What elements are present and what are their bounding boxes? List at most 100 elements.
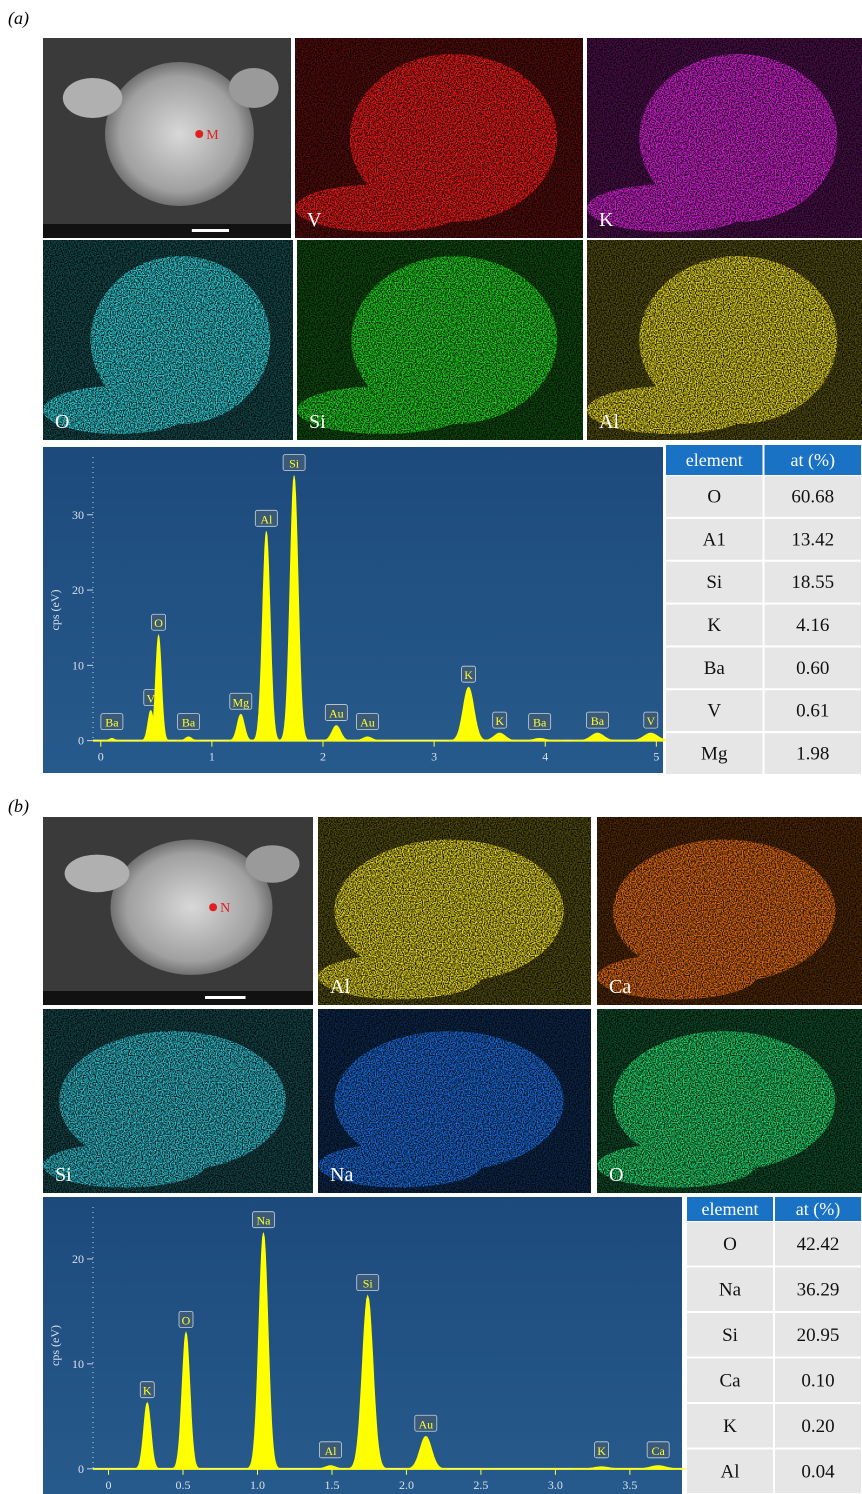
peak-label: Ba: [182, 716, 196, 730]
map-label: Al: [599, 411, 619, 433]
y-tick-label: 30: [72, 508, 84, 522]
table-cell-text: 4.16: [796, 615, 829, 636]
x-tick-label: 3.0: [548, 1478, 563, 1492]
element-map: [318, 817, 591, 1005]
map-label: O: [609, 1164, 623, 1186]
x-tick-label: 2.0: [399, 1478, 414, 1492]
map-label: Ca: [609, 976, 631, 998]
x-tick-label: 3.5: [622, 1478, 637, 1492]
map-blob: [357, 854, 540, 968]
table-cell-text: Si: [722, 1325, 738, 1346]
table-cell-text: 13.42: [791, 529, 834, 550]
sem-particle: [246, 845, 300, 883]
map-blob: [635, 1045, 813, 1157]
peak-label: Ba: [591, 714, 605, 728]
y-tick-label: 0: [78, 1462, 84, 1476]
table-cell-text: Ca: [719, 1370, 741, 1391]
element-map: [297, 240, 583, 440]
map-blob: [659, 71, 817, 205]
element-map: [597, 817, 862, 1005]
x-tick-label: 5: [653, 750, 659, 764]
map-label: Al: [330, 976, 350, 998]
element-map: [318, 1009, 591, 1193]
peak-label: Ca: [651, 1444, 665, 1458]
table-cell-text: V: [707, 701, 721, 722]
table-header: at (%): [796, 1199, 840, 1220]
map-blob: [635, 854, 813, 968]
y-tick-label: 20: [72, 583, 84, 597]
element-map: [295, 38, 583, 238]
scale-bar: [192, 229, 229, 232]
table-header: element: [702, 1199, 759, 1219]
table-cell-text: K: [707, 615, 721, 636]
peak-label: V: [646, 714, 655, 728]
table-header: at (%): [791, 450, 835, 471]
x-tick-label: 1.0: [250, 1478, 265, 1492]
table-cell-text: 18.55: [791, 572, 834, 593]
table-cell-text: O: [723, 1234, 737, 1255]
figure: (a)MVKOSiAl0102030cps (eV)012345BaVOBaMg…: [0, 0, 862, 1494]
y-tick-label: 20: [72, 1252, 84, 1266]
peak-label: Si: [289, 457, 300, 471]
panel-label: (a): [8, 8, 29, 29]
table-cell-text: O: [707, 486, 721, 507]
point-label: M: [206, 128, 219, 143]
element-map: [597, 1009, 862, 1193]
table-cell-text: 0.10: [801, 1370, 834, 1391]
element-map: [587, 38, 862, 238]
x-tick-label: 1.5: [324, 1478, 339, 1492]
peak-label: K: [495, 714, 504, 728]
table-cell-text: 42.42: [797, 1234, 840, 1255]
analysis-point: [209, 903, 217, 911]
x-tick-label: 0.5: [176, 1478, 191, 1492]
sem-particle: [63, 78, 123, 118]
y-tick-label: 10: [72, 658, 84, 672]
peak-label: Ba: [105, 716, 119, 730]
map-blob: [109, 273, 253, 407]
table-cell-text: Al: [721, 1461, 740, 1482]
peak-label: Au: [329, 707, 344, 721]
element-map: [43, 1009, 313, 1193]
peak-label: Al: [260, 512, 273, 526]
sem-info-bar: [43, 991, 313, 1005]
peak-label: K: [464, 668, 473, 682]
map-blob: [372, 273, 537, 407]
panel-label: (b): [8, 796, 29, 817]
point-label: N: [220, 901, 230, 916]
peak-label: Al: [324, 1444, 337, 1458]
peak-label: Au: [418, 1417, 433, 1431]
x-tick-label: 2: [320, 750, 326, 764]
x-tick-label: 1: [209, 750, 215, 764]
peak-label: O: [154, 616, 163, 630]
element-map: [43, 240, 293, 440]
peak-label: Na: [256, 1214, 271, 1228]
peak-label: Mg: [232, 695, 249, 709]
peak-label: Si: [363, 1277, 374, 1291]
peak-label: Au: [360, 716, 375, 730]
table-cell-text: A1: [703, 529, 726, 550]
table-cell-text: 36.29: [797, 1279, 840, 1300]
map-blob: [82, 1045, 263, 1157]
map-blob: [370, 71, 536, 205]
y-axis-label: cps (eV): [48, 1325, 62, 1366]
table-cell-text: 60.68: [791, 486, 834, 507]
peak-label: O: [182, 1313, 191, 1327]
sem-info-bar: [43, 224, 291, 238]
y-tick-label: 10: [72, 1357, 84, 1371]
y-tick-label: 0: [78, 734, 84, 748]
map-blob: [357, 1045, 540, 1157]
map-label: K: [599, 209, 614, 231]
table-cell-text: 0.61: [796, 701, 829, 722]
table-header: element: [686, 450, 743, 470]
map-label: Na: [330, 1164, 353, 1186]
table-cell-text: Ba: [704, 658, 726, 679]
scale-bar: [205, 996, 246, 999]
table-cell-text: 20.95: [797, 1325, 840, 1346]
map-label: Si: [55, 1164, 72, 1186]
table-cell-text: 0.04: [801, 1461, 835, 1482]
y-axis-label: cps (eV): [48, 590, 62, 631]
table-cell-text: K: [723, 1416, 737, 1437]
sem-particle: [229, 68, 279, 108]
sem-particle: [65, 855, 130, 893]
map-label: Si: [309, 411, 326, 433]
